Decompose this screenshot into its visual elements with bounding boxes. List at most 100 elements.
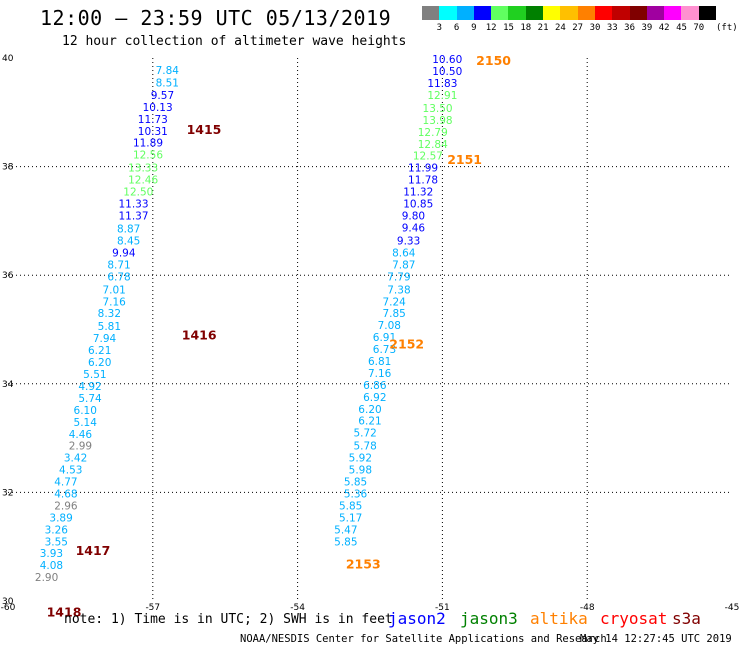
color-scale-swatch	[681, 6, 699, 20]
color-scale-label: 3	[436, 23, 443, 33]
footer-note: note: 1) Time is in UTC; 2) SWH is in fe…	[64, 612, 393, 627]
satellite-cryosat: cryosat	[600, 609, 668, 628]
color-scale-swatch	[508, 6, 526, 20]
pass-time-label: 2152	[389, 337, 424, 352]
x-tick-label: -54	[290, 603, 305, 613]
color-scale-swatch	[525, 6, 544, 20]
wave-height-value: 11.32	[403, 187, 433, 199]
wave-height-value: 6.20	[88, 357, 111, 369]
wave-height-value: 2.90	[35, 572, 58, 584]
wave-height-value: 3.55	[45, 536, 68, 548]
wave-height-value: 3.89	[49, 512, 72, 524]
chart-subtitle: 12 hour collection of altimeter wave hei…	[62, 34, 407, 49]
wave-height-value: 6.20	[358, 404, 381, 416]
wave-height-value: 7.01	[102, 284, 125, 296]
color-scale-label: 15	[503, 23, 514, 33]
wave-height-value: 5.92	[349, 453, 372, 465]
wave-height-value: 11.89	[133, 138, 163, 150]
y-tick-label: 36	[2, 271, 14, 281]
color-scale-label: 70	[693, 23, 705, 33]
wave-height-value: 10.85	[403, 199, 433, 211]
color-scale-bar	[422, 6, 717, 20]
color-scale-swatch	[543, 6, 561, 20]
color-scale-label: 39	[641, 23, 653, 33]
wave-height-value: 5.17	[339, 512, 362, 524]
wave-height-value: 2.99	[69, 441, 92, 453]
y-tick-label: 38	[2, 163, 14, 173]
wave-height-value: 6.92	[363, 392, 386, 404]
color-scale-swatch	[629, 6, 647, 20]
wave-height-value: 7.16	[368, 368, 392, 380]
wave-height-value: 4.08	[40, 560, 63, 572]
wave-height-value: 5.72	[353, 428, 376, 440]
wave-height-value: 8.64	[392, 247, 416, 259]
color-scale-label: 45	[676, 23, 687, 33]
wave-height-value: 6.91	[373, 332, 396, 344]
wave-height-value: 9.57	[151, 90, 174, 102]
color-scale-swatch	[560, 6, 578, 20]
wave-height-value: 6.73	[373, 344, 396, 356]
wave-height-value: 6.21	[358, 416, 381, 428]
wave-height-value: 8.51	[156, 77, 179, 89]
wave-height-value: 7.85	[382, 308, 405, 320]
y-tick-label: 40	[2, 54, 14, 64]
satellite-jason3: jason3	[460, 609, 518, 628]
wave-height-value: 4.46	[69, 429, 93, 441]
color-scale-label: 6	[453, 23, 460, 33]
color-scale-label: 18	[520, 23, 532, 33]
satellite-jason2: jason2	[388, 609, 446, 628]
y-tick-label: 32	[2, 488, 13, 498]
wave-height-value: 6.78	[107, 271, 130, 283]
wave-height-value: 12.56	[133, 150, 163, 162]
wave-height-value: 10.60	[432, 54, 462, 66]
wave-height-value: 7.84	[156, 65, 180, 77]
color-scale-label: 30	[589, 23, 601, 33]
wave-height-value: 13.33	[128, 163, 158, 175]
color-scale-label: 36	[624, 23, 636, 33]
wave-height-value: 4.77	[54, 477, 77, 489]
color-scale-swatch	[439, 6, 457, 20]
wave-height-value: 3.93	[40, 548, 63, 560]
wave-height-value: 12.91	[427, 90, 457, 102]
color-scale-label: 21	[537, 23, 549, 33]
x-tick-label: -51	[435, 603, 450, 613]
wave-height-value: 9.94	[112, 247, 136, 259]
footer-credit: NOAA/NESDIS Center for Satellite Applica…	[240, 633, 607, 645]
x-tick-label: -57	[145, 603, 160, 613]
color-scale-swatch	[422, 6, 440, 20]
wave-height-value: 11.37	[118, 210, 148, 222]
wave-height-value: 8.32	[98, 308, 121, 320]
wave-height-value: 7.24	[382, 296, 406, 308]
wave-height-value: 7.79	[387, 271, 410, 283]
satellite-altika: altika	[530, 609, 588, 628]
wave-height-value: 5.85	[339, 500, 362, 512]
color-scale-label: 9	[471, 23, 477, 33]
wave-height-value: 12.57	[413, 151, 443, 163]
wave-height-value: 10.31	[138, 126, 168, 138]
y-tick-label: 34	[2, 380, 14, 390]
wave-height-value: 5.78	[353, 441, 376, 453]
pass-time-label: 1417	[76, 543, 111, 558]
wave-height-value: 5.98	[349, 465, 372, 477]
wave-height-value: 9.33	[397, 235, 420, 247]
wave-height-value: 2.96	[54, 500, 78, 512]
color-scale-unit: (ft)	[716, 23, 738, 33]
pass-time-label: 1415	[187, 122, 222, 137]
wave-height-value: 5.36	[344, 488, 368, 500]
color-scale-swatch	[473, 6, 492, 20]
wave-height-value: 12.79	[418, 127, 448, 139]
color-scale-swatch	[664, 6, 682, 20]
color-scale-label: 12	[485, 23, 497, 33]
wave-height-value: 11.83	[427, 78, 457, 90]
wave-height-value: 5.85	[344, 477, 367, 489]
color-scale-label: 24	[554, 23, 566, 33]
color-scale-swatch	[456, 6, 474, 20]
wave-height-value: 5.51	[83, 369, 106, 381]
pass-time-label: 1416	[182, 327, 217, 342]
wave-height-value: 8.87	[117, 224, 140, 236]
wave-height-value: 7.94	[93, 333, 117, 345]
wave-height-value: 5.14	[74, 417, 98, 429]
wave-height-value: 12.46	[128, 175, 158, 187]
